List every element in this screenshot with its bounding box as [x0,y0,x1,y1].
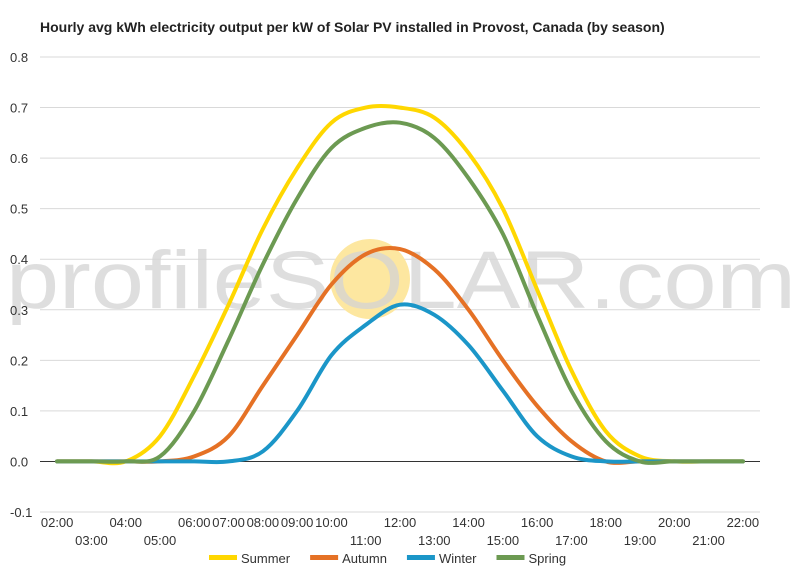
x-tick-label: 10:00 [315,515,348,530]
legend: Summer Autumn Winter Spring [209,551,566,566]
x-tick-label: 13:00 [418,533,451,548]
legend-swatch-winter [406,555,435,560]
x-tick-label: 21:00 [692,533,725,548]
y-tick-label: 0.0 [10,454,28,469]
x-tick-label: 06:00 [178,515,211,530]
y-tick-label: 0.4 [10,252,28,267]
x-tick-label: 09:00 [281,515,314,530]
x-tick-label: 08:00 [247,515,280,530]
y-tick-label: 0.5 [10,202,28,217]
legend-swatch-autumn [310,555,339,560]
chart-title: Hourly avg kWh electricity output per kW… [40,19,665,35]
x-tick-label: 05:00 [144,533,177,548]
x-tick-label: 15:00 [487,533,520,548]
legend-label-winter: Winter [439,551,477,566]
y-axis: -0.1 0.0 0.1 0.2 0.3 0.4 0.5 0.6 0.7 0.8 [10,50,32,520]
x-tick-label: 07:00 [212,515,245,530]
legend-label-autumn: Autumn [342,551,387,566]
y-tick-label: -0.1 [10,505,32,520]
series-line-summer [55,103,745,466]
series-lines [55,103,745,466]
legend-label-spring: Spring [529,551,567,566]
y-tick-label: 0.6 [10,151,28,166]
x-tick-label: 16:00 [521,515,554,530]
y-tick-label: 0.8 [10,50,28,65]
series-line-spring [55,120,745,465]
y-tick-label: 0.1 [10,404,28,419]
x-tick-label: 03:00 [75,533,108,548]
y-tick-label: 0.3 [10,303,28,318]
x-tick-label: 19:00 [624,533,657,548]
legend-swatch-spring [496,555,525,560]
x-tick-label: 20:00 [658,515,691,530]
series-line-winter [55,302,745,465]
x-tick-label: 18:00 [589,515,622,530]
x-tick-label: 14:00 [452,515,485,530]
x-tick-label: 02:00 [41,515,74,530]
x-tick-label: 17:00 [555,533,588,548]
x-tick-label: 04:00 [109,515,142,530]
y-tick-label: 0.7 [10,101,28,116]
x-axis: 02:00 04:00 06:00 07:00 08:00 09:00 10:00 12:00… [41,515,759,548]
watermark-sun-icon [330,239,410,319]
x-tick-label: 11:00 [350,533,382,548]
legend-label-summer: Summer [241,551,291,566]
x-tick-label: 22:00 [727,515,760,530]
legend-swatch-summer [209,555,237,560]
x-tick-label: 12:00 [384,515,417,530]
y-tick-label: 0.2 [10,353,28,368]
